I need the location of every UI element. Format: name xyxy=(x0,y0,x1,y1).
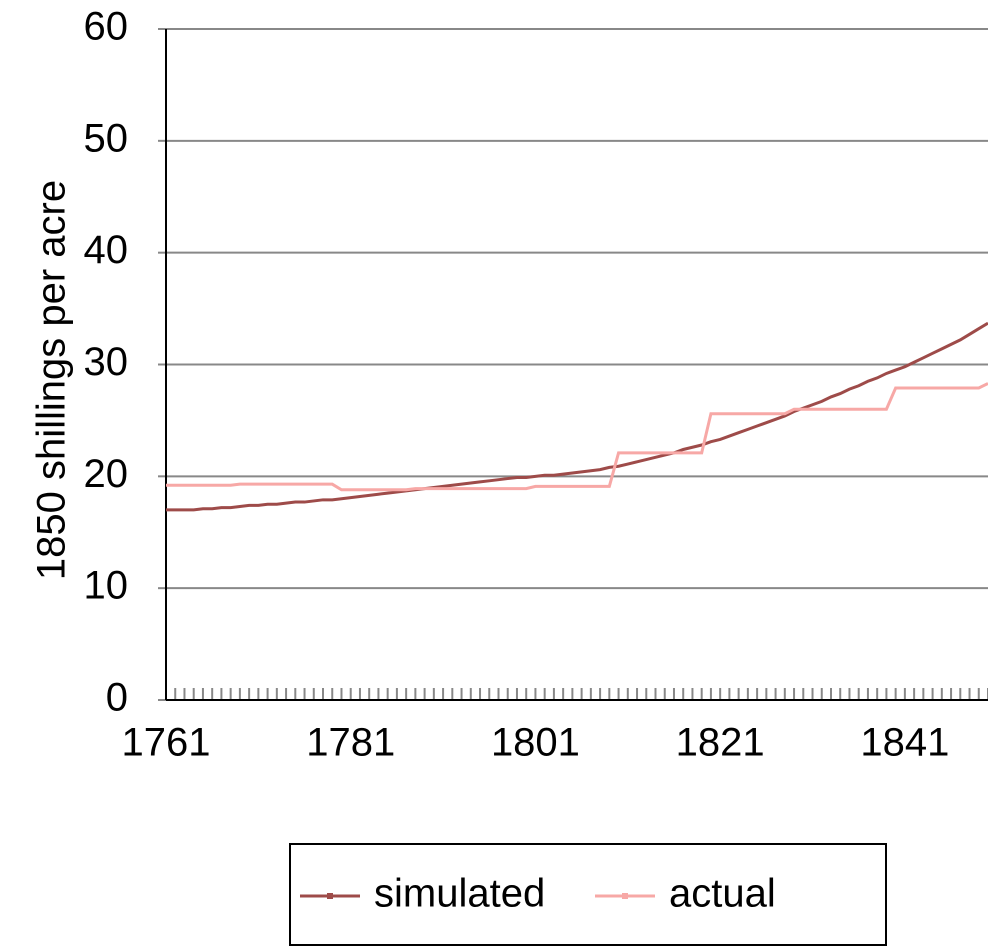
y-tick-label: 0 xyxy=(106,676,128,720)
legend-marker xyxy=(622,893,628,899)
x-tick-label: 1801 xyxy=(491,721,580,765)
x-tick-label: 1841 xyxy=(860,721,949,765)
y-tick-label: 50 xyxy=(84,116,129,160)
y-tick-label: 20 xyxy=(84,452,129,496)
y-tick-label: 40 xyxy=(84,228,129,272)
legend-box xyxy=(289,843,887,946)
y-tick-label: 30 xyxy=(84,340,129,384)
y-axis-label: 1850 shillings per acre xyxy=(30,180,74,580)
y-tick-label: 10 xyxy=(84,564,129,608)
x-tick-label: 1761 xyxy=(122,721,211,765)
x-tick-label: 1781 xyxy=(306,721,395,765)
x-tick-label: 1821 xyxy=(676,721,765,765)
legend-label: simulated xyxy=(374,872,545,916)
series-line xyxy=(166,321,988,512)
legend-label: actual xyxy=(669,872,776,916)
legend-marker xyxy=(327,893,333,899)
series-line xyxy=(166,382,988,492)
y-tick-label: 60 xyxy=(84,5,129,49)
